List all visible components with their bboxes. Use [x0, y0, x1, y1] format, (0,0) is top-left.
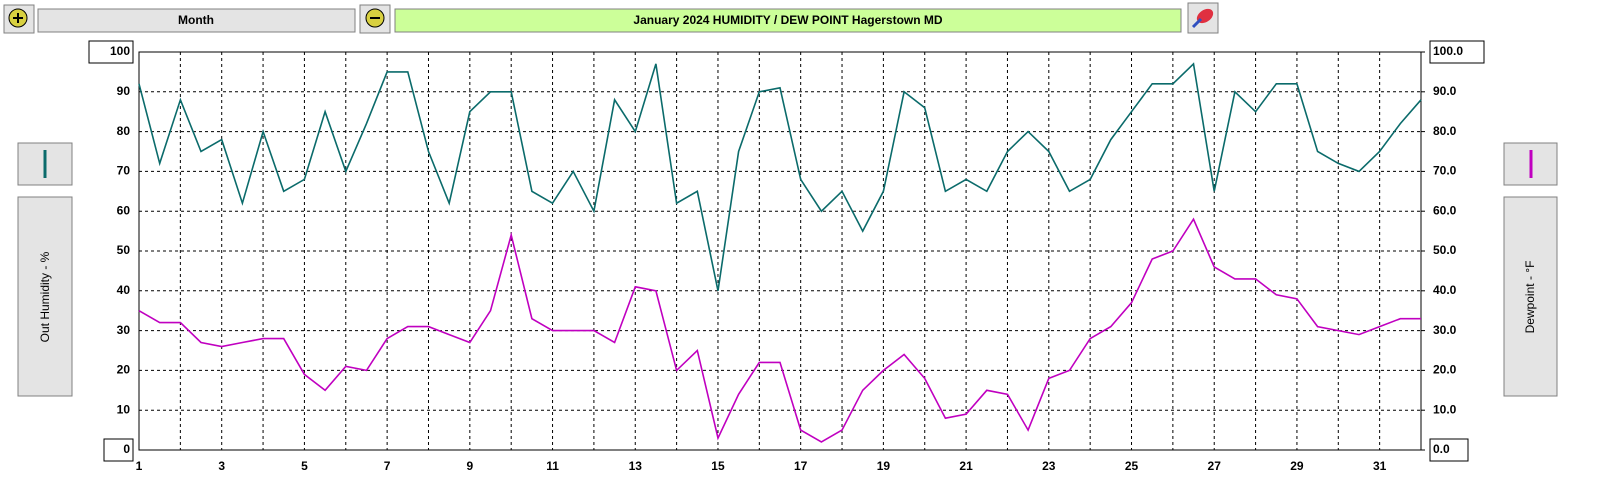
y-tick-label: 40 [117, 283, 131, 297]
series-line [138, 62, 1422, 291]
y2-tick-label: 50.0 [1433, 243, 1457, 257]
y-tick-label: 70 [117, 164, 131, 178]
period-label: Month [178, 13, 214, 27]
y2-axis-label: Dewpoint - °F [1523, 261, 1537, 334]
axis-button[interactable] [1503, 196, 1558, 397]
y-tick-label: 90 [117, 84, 131, 98]
y-tick-label: 60 [117, 203, 131, 217]
y-tick-label: 50 [117, 243, 131, 257]
y2-tick-label: 90.0 [1433, 84, 1457, 98]
tick-box [88, 40, 134, 64]
x-tick-label: 7 [384, 459, 391, 473]
y2-tick-label: 100.0 [1433, 44, 1463, 58]
settings-icon[interactable] [1187, 2, 1219, 34]
x-tick-label: 9 [466, 459, 473, 473]
zoom-in[interactable] [3, 4, 35, 34]
y-axis-label: Out Humidity - % [38, 251, 52, 342]
period-button[interactable] [37, 8, 356, 33]
x-tick-label: 3 [218, 459, 225, 473]
tick-box [103, 438, 134, 462]
y-tick-label: 10 [117, 402, 131, 416]
zoom-out[interactable] [359, 4, 391, 34]
chart-title: January 2024 HUMIDITY / DEW POINT Hagers… [633, 13, 943, 27]
x-tick-label: 23 [1042, 459, 1056, 473]
x-tick-label: 15 [711, 459, 725, 473]
x-tick-label: 27 [1208, 459, 1222, 473]
tick-box [1429, 438, 1469, 462]
y2-tick-label: 70.0 [1433, 164, 1457, 178]
y2-tick-label: 20.0 [1433, 363, 1457, 377]
y-tick-label: 20 [117, 363, 131, 377]
plot-frame [138, 51, 1422, 451]
y-tick-label: 100 [110, 44, 130, 58]
y-tick-label: 80 [117, 124, 131, 138]
y2-tick-label: 10.0 [1433, 402, 1457, 416]
y-tick-label: 0 [123, 442, 130, 456]
x-tick-label: 1 [136, 459, 143, 473]
x-tick-label: 31 [1373, 459, 1387, 473]
y2-tick-label: 80.0 [1433, 124, 1457, 138]
x-tick-label: 13 [629, 459, 643, 473]
y2-tick-label: 60.0 [1433, 203, 1457, 217]
x-tick-label: 5 [301, 459, 308, 473]
axis-button[interactable] [17, 196, 73, 397]
series-line [138, 217, 1421, 443]
y-tick-label: 30 [117, 323, 131, 337]
x-tick-label: 17 [794, 459, 808, 473]
tick-box [1429, 40, 1485, 64]
y2-tick-label: 40.0 [1433, 283, 1457, 297]
x-tick-label: 11 [546, 459, 559, 473]
x-tick-label: 29 [1290, 459, 1304, 473]
y2-tick-label: 30.0 [1433, 323, 1457, 337]
title-bar [394, 8, 1182, 33]
x-tick-label: 25 [1125, 459, 1139, 473]
y2-tick-label: 0.0 [1433, 442, 1450, 456]
x-tick-label: 19 [877, 459, 891, 473]
x-tick-label: 21 [959, 459, 973, 473]
